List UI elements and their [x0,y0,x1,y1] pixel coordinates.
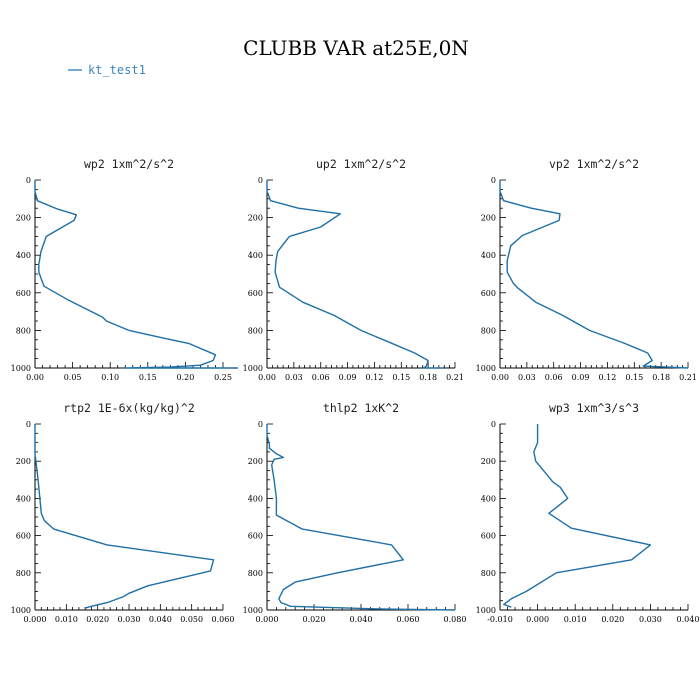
x-tick-label: 0.060 [212,615,235,624]
y-tick-label: 400 [16,251,31,260]
x-tick-label: 0.20 [176,373,194,382]
y-tick-label: 800 [481,569,496,578]
y-tick-label: 1000 [243,606,263,615]
x-tick-label: 0.00 [491,373,509,382]
x-tick-label: 0.040 [677,615,700,624]
x-tick-label: 0.12 [599,373,617,382]
x-tick-label: 0.25 [214,373,232,382]
y-tick-label: 0 [491,420,496,429]
y-tick-label: 800 [16,569,31,578]
x-tick-label: 0.21 [446,373,464,382]
panel-title: vp2 1xm^2/s^2 [549,157,639,171]
y-tick-label: 200 [481,457,496,466]
x-tick-label: 0.000 [526,615,549,624]
y-tick-label: 400 [248,251,263,260]
x-tick-label: -0.010 [487,615,513,624]
y-tick-label: 200 [248,457,263,466]
x-tick-label: 0.00 [26,373,44,382]
panel-title: wp3 1xm^3/s^3 [549,401,639,415]
x-tick-label: 0.10 [101,373,119,382]
x-tick-label: 0.00 [258,373,276,382]
y-tick-label: 600 [248,532,263,541]
y-tick-label: 400 [16,494,31,503]
y-tick-label: 0 [491,176,496,185]
y-tick-label: 200 [16,214,31,223]
series-line-kt-test1 [266,180,442,369]
y-tick-label: 600 [248,289,263,298]
x-tick-label: 0.060 [397,615,420,624]
series-line-kt-test1 [34,424,215,609]
x-tick-label: 0.06 [545,373,563,382]
series-line-kt-test1 [266,424,456,611]
x-tick-label: 0.18 [652,373,670,382]
x-tick-label: 0.15 [392,373,410,382]
y-tick-label: 0 [26,176,31,185]
x-tick-label: 0.010 [564,615,587,624]
y-tick-label: 600 [481,289,496,298]
x-tick-label: 0.030 [639,615,662,624]
y-tick-label: 1000 [11,364,31,373]
panel-title: up2 1xm^2/s^2 [316,157,406,171]
x-tick-label: 0.040 [350,615,373,624]
series-line-kt-test1 [499,180,689,369]
y-tick-label: 0 [258,420,263,429]
y-tick-label: 800 [248,326,263,335]
series-line-kt-test1 [34,180,238,369]
x-tick-label: 0.020 [601,615,624,624]
panel-title: wp2 1xm^2/s^2 [84,157,174,171]
legend-label-kt-test1: kt_test1 [88,63,146,77]
x-tick-label: 0.030 [118,615,141,624]
y-tick-label: 0 [26,420,31,429]
x-tick-label: 0.21 [679,373,697,382]
y-tick-label: 400 [481,251,496,260]
x-tick-label: 0.05 [64,373,82,382]
panel-title: rtp2 1E-6x(kg/kg)^2 [63,401,195,415]
y-tick-label: 1000 [476,364,496,373]
y-tick-label: 800 [16,326,31,335]
figure-title: CLUBB VAR at25E,0N [243,36,469,60]
x-tick-label: 0.18 [419,373,437,382]
x-tick-label: 0.15 [139,373,157,382]
y-tick-label: 0 [258,176,263,185]
x-tick-label: 0.020 [86,615,109,624]
legend: kt_test1 [68,63,146,77]
y-tick-label: 800 [248,569,263,578]
x-tick-label: 0.020 [303,615,326,624]
x-tick-label: 0.040 [149,615,172,624]
x-tick-label: 0.03 [285,373,303,382]
y-tick-label: 600 [16,289,31,298]
x-tick-label: 0.12 [366,373,384,382]
y-tick-label: 800 [481,326,496,335]
y-tick-label: 400 [481,494,496,503]
y-tick-label: 600 [16,532,31,541]
y-tick-label: 600 [481,532,496,541]
x-tick-label: 0.09 [572,373,590,382]
x-tick-label: 0.000 [256,615,279,624]
y-tick-label: 1000 [11,606,31,615]
x-tick-label: 0.050 [180,615,203,624]
y-tick-label: 200 [16,457,31,466]
y-tick-label: 1000 [476,606,496,615]
x-tick-label: 0.000 [24,615,47,624]
panel-title: thlp2 1xK^2 [323,401,399,415]
x-tick-label: 0.080 [444,615,467,624]
y-tick-label: 200 [481,214,496,223]
x-tick-label: 0.15 [625,373,643,382]
x-tick-label: 0.09 [339,373,357,382]
y-tick-label: 400 [248,494,263,503]
series-line-kt-test1 [503,424,652,608]
x-tick-label: 0.06 [312,373,330,382]
panel-4: rtp2 1E-6x(kg/kg)^2 0 200 400 600 800 10000.00… [11,401,235,624]
panel-6: wp3 1xm^3/s^3 0 200 400 600 800 1000-0.010 0.00… [476,401,700,624]
y-tick-label: 1000 [243,364,263,373]
x-tick-label: 0.010 [55,615,78,624]
y-tick-label: 200 [248,214,263,223]
x-tick-label: 0.03 [518,373,536,382]
